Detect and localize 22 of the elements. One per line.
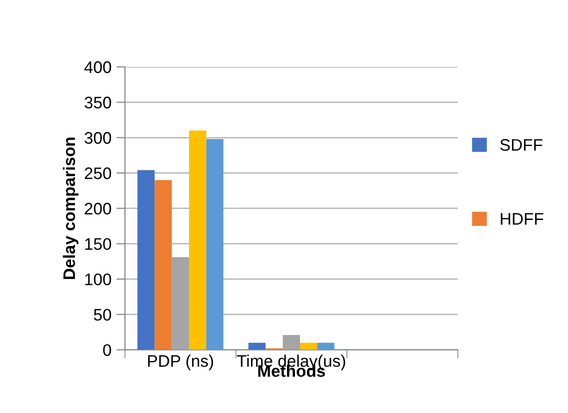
y-tick-label: 250 xyxy=(84,167,112,180)
y-tick-label: 150 xyxy=(85,238,112,250)
y-tick-label: 50 xyxy=(94,308,112,321)
x-tick-label: PDP (ns) xyxy=(148,354,214,370)
bar xyxy=(137,170,155,350)
bar xyxy=(300,342,318,350)
bar xyxy=(206,139,224,350)
y-tick-label: 300 xyxy=(84,132,112,144)
bar xyxy=(282,334,300,350)
y-tick-label: 400 xyxy=(84,61,112,74)
bar xyxy=(189,130,206,350)
bar xyxy=(248,342,266,350)
y-tick-label: 200 xyxy=(84,202,112,215)
legend-label: SDFF xyxy=(500,139,542,151)
y-axis-title: Delay comparison xyxy=(62,138,78,280)
y-tick-label: 350 xyxy=(84,96,112,108)
bar xyxy=(154,180,172,350)
y-tick-label: 100 xyxy=(85,273,112,286)
bar xyxy=(172,257,190,350)
y-tick-label: 0 xyxy=(103,344,112,356)
bar xyxy=(317,342,334,350)
legend-label: HDFF xyxy=(500,213,544,225)
